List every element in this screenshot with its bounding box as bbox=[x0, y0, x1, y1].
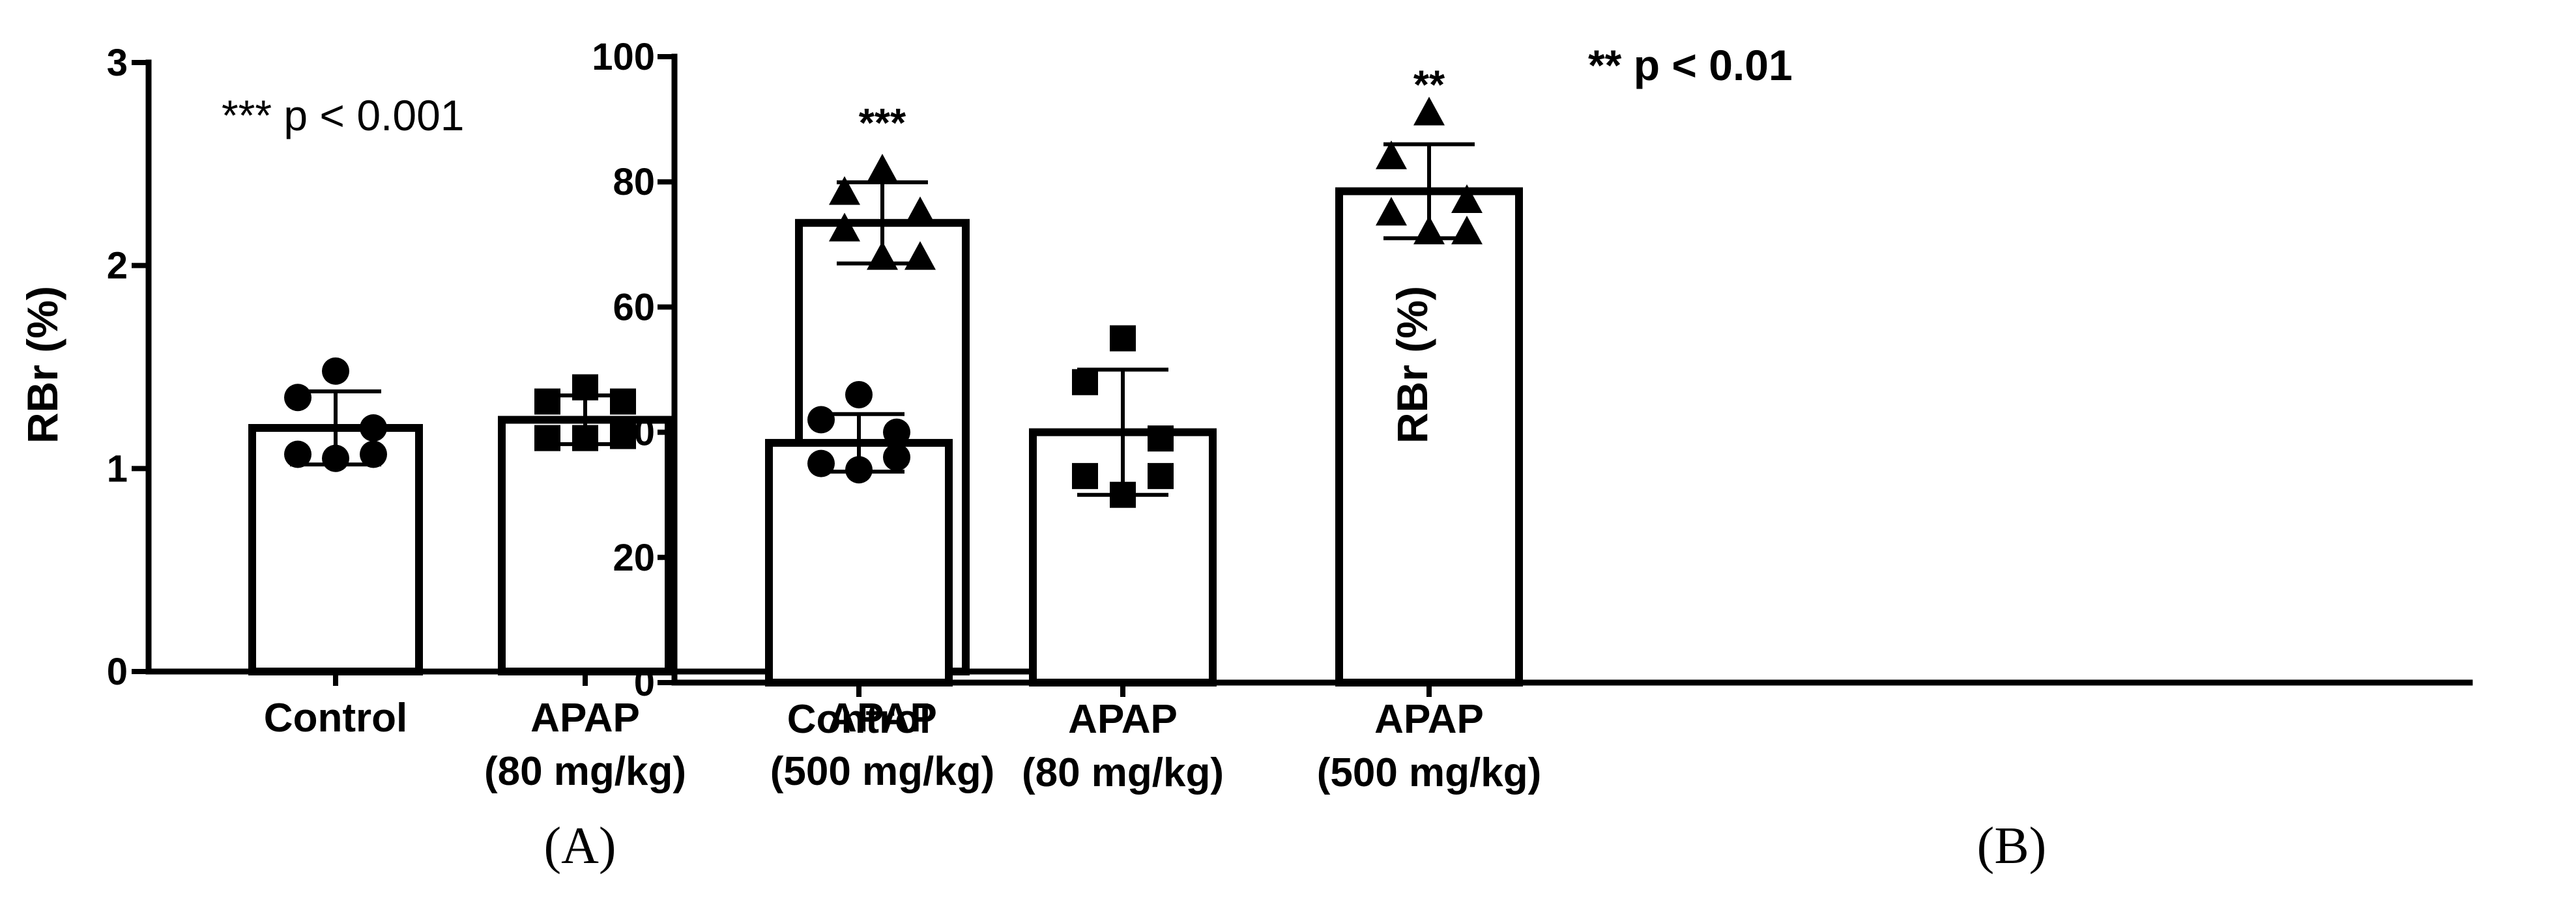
x-tick-label: (80 mg/kg) bbox=[484, 749, 686, 794]
data-point-square bbox=[534, 388, 560, 415]
data-point-circle bbox=[883, 418, 910, 446]
y-tick-label: 40 bbox=[613, 412, 655, 454]
x-tick-label: APAP bbox=[1374, 697, 1484, 742]
y-axis-title: RBr (%) bbox=[1388, 286, 1436, 444]
y-tick-label: 1 bbox=[107, 447, 128, 490]
bar-apap-80-mg-kg- bbox=[498, 416, 673, 675]
p-value-annotation: ** p < 0.01 bbox=[1588, 41, 1793, 89]
panel-label: (B) bbox=[1977, 817, 2047, 875]
data-point-square bbox=[1148, 462, 1174, 489]
data-point-square bbox=[610, 388, 636, 415]
panel-b-chart: Control APAP(80 mg/kg)**APAP(500 mg/kg)02… bbox=[592, 36, 2473, 875]
data-point-square bbox=[1072, 369, 1098, 395]
y-tick-label: 0 bbox=[634, 662, 655, 704]
x-tick-label: (80 mg/kg) bbox=[1022, 750, 1224, 795]
data-point-triangle bbox=[1451, 184, 1483, 214]
y-tick-label: 2 bbox=[107, 245, 128, 287]
data-point-square bbox=[1072, 462, 1098, 489]
x-tick-label: APAP bbox=[1068, 697, 1178, 742]
data-point-circle bbox=[284, 384, 311, 412]
x-tick-label: (500 mg/kg) bbox=[770, 749, 995, 794]
y-tick-label: 3 bbox=[107, 42, 128, 84]
data-point-square bbox=[572, 374, 598, 401]
data-point-triangle bbox=[904, 241, 936, 270]
data-point-triangle bbox=[1413, 216, 1445, 245]
x-tick-label: APAP bbox=[530, 696, 640, 741]
x-tick-label: (500 mg/kg) bbox=[1317, 750, 1542, 795]
data-point-circle bbox=[360, 414, 387, 442]
data-point-circle bbox=[322, 357, 349, 385]
data-point-square bbox=[572, 425, 598, 451]
data-point-triangle bbox=[829, 176, 860, 205]
data-point-square bbox=[610, 423, 636, 449]
x-tick-label: APAP bbox=[828, 696, 937, 741]
y-tick-label: 80 bbox=[613, 161, 655, 203]
data-point-circle bbox=[360, 440, 387, 468]
data-point-circle bbox=[883, 444, 910, 472]
data-point-triangle bbox=[1376, 197, 1407, 226]
data-point-circle bbox=[322, 444, 349, 472]
significance-label: ** bbox=[1413, 63, 1445, 108]
data-point-square bbox=[534, 425, 560, 451]
data-point-triangle bbox=[1376, 140, 1407, 169]
data-point-circle bbox=[845, 380, 873, 408]
data-point-square bbox=[1110, 325, 1136, 352]
p-value-annotation: *** p < 0.001 bbox=[222, 91, 464, 139]
data-point-circle bbox=[845, 456, 873, 484]
data-point-triangle bbox=[829, 212, 860, 242]
data-point-triangle bbox=[1413, 96, 1445, 126]
data-point-circle bbox=[807, 449, 835, 477]
data-point-square bbox=[1110, 481, 1136, 508]
data-point-triangle bbox=[867, 154, 898, 183]
x-tick-label: Control bbox=[787, 697, 931, 742]
y-axis-title: RBr (%) bbox=[18, 286, 66, 444]
x-tick-label: Control bbox=[264, 696, 407, 741]
data-point-triangle bbox=[904, 196, 936, 225]
significance-label: *** bbox=[859, 101, 906, 146]
data-point-triangle bbox=[1451, 216, 1483, 245]
data-point-circle bbox=[284, 440, 311, 468]
panel-label: (A) bbox=[543, 817, 616, 875]
y-tick-label: 60 bbox=[613, 286, 655, 328]
y-tick-label: 100 bbox=[592, 36, 655, 78]
data-point-circle bbox=[807, 406, 835, 434]
data-point-triangle bbox=[867, 241, 898, 270]
y-tick-label: 0 bbox=[107, 651, 128, 693]
y-tick-label: 20 bbox=[613, 537, 655, 579]
data-point-square bbox=[1148, 425, 1174, 452]
